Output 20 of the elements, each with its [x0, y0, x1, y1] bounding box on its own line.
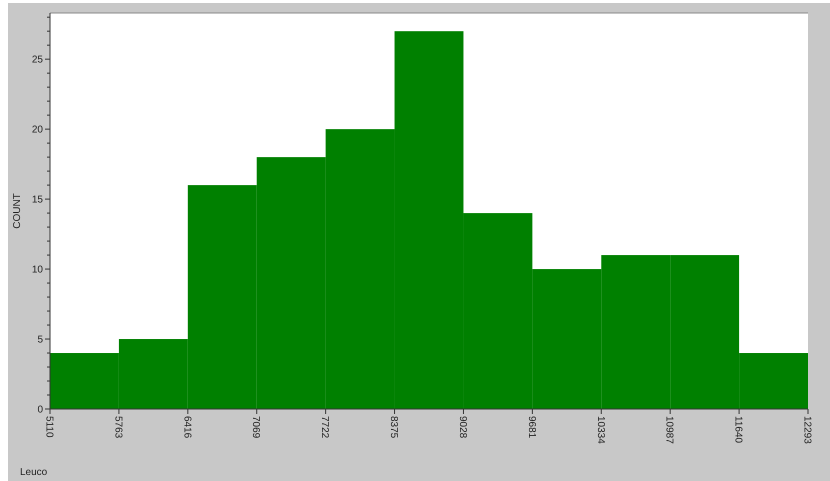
x-tick-label: 10334 — [594, 416, 606, 444]
y-tick-label: 25 — [32, 54, 44, 66]
y-tick-label: 15 — [32, 194, 44, 206]
y-tick-label: 10 — [32, 264, 44, 276]
x-tick-label: 9681 — [526, 416, 537, 439]
y-tick-label: 5 — [37, 334, 44, 346]
y-tick-label: 0 — [37, 404, 44, 416]
x-tick-label: 7722 — [319, 416, 330, 439]
x-tick-label: 8375 — [388, 416, 400, 439]
x-tick-label: 5110 — [44, 416, 54, 438]
y-axis-title: COUNT — [12, 193, 23, 229]
x-tick-label: 5763 — [112, 416, 124, 439]
x-axis-title: Leuco — [20, 467, 48, 478]
x-tick-label: 7069 — [250, 416, 262, 439]
x-tick-label: 11640 — [732, 416, 744, 444]
x-tick-label: 10987 — [664, 416, 675, 444]
x-tick-label: 12293 — [802, 416, 812, 444]
y-tick-label: 20 — [32, 124, 44, 136]
x-tick-label: 9028 — [456, 416, 468, 439]
x-tick-label: 6416 — [181, 416, 192, 439]
